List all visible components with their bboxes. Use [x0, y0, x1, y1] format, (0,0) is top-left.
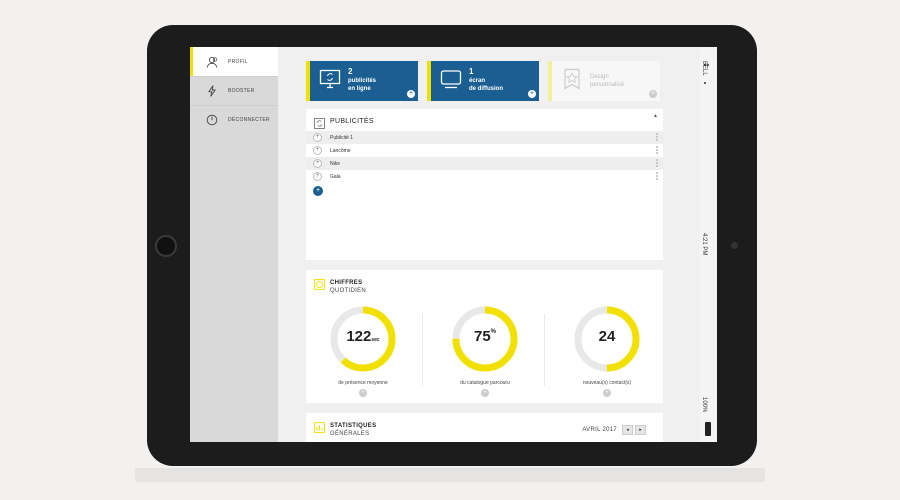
row-name: Publicité 1 — [330, 134, 354, 141]
status-bar: BELL 4:21 PM 100% — [700, 47, 717, 442]
table-row[interactable]: + Nike — [306, 157, 663, 170]
card-text: écran de diffusion — [469, 78, 503, 92]
screen-icon — [440, 68, 462, 90]
row-name: Nike — [330, 160, 341, 167]
device-shadow — [135, 468, 765, 482]
panel-title: PUBLICITÉS — [330, 118, 374, 125]
star-ribbon-icon — [561, 68, 583, 90]
table-row[interactable]: + Lancôme — [306, 144, 663, 157]
panel-title: CHIFFRES QUOTIDIEN — [330, 280, 367, 294]
card-count: 1 — [469, 67, 474, 76]
stat-value: 75% — [473, 328, 497, 345]
battery-icon — [705, 422, 711, 436]
sidebar-item-label: BOOSTER — [228, 88, 255, 94]
carrier: BELL — [701, 61, 707, 76]
publicites-panel: PUBLICITÉS ▲ + Publicité 1 + Lancôme + N… — [306, 109, 663, 260]
card-count: 2 — [348, 67, 353, 76]
sidebar: PROFIL BOOSTER DÉCONNECTER — [190, 47, 278, 442]
user-icon — [206, 56, 218, 68]
row-expand-button[interactable]: + — [313, 133, 322, 142]
kebab-icon[interactable] — [656, 146, 658, 155]
row-name: Gala — [330, 173, 341, 180]
row-name: Lancôme — [330, 147, 351, 154]
clock-icon — [314, 277, 325, 290]
progress-ring — [452, 306, 518, 372]
stat-info-button[interactable]: + — [603, 389, 611, 397]
stat-info-button[interactable]: + — [481, 389, 489, 397]
card-add-button[interactable]: + — [649, 90, 657, 98]
bar-chart-icon — [314, 420, 325, 433]
row-expand-button[interactable]: + — [313, 172, 322, 181]
clock: 4:21 PM — [701, 233, 707, 256]
add-publicite-button[interactable]: + — [313, 186, 323, 196]
divider — [544, 314, 545, 386]
chiffres-panel: CHIFFRES QUOTIDIEN 122sec de présence moy… — [306, 270, 663, 403]
prev-month-button[interactable]: ◂ — [622, 425, 633, 435]
lightning-icon — [206, 85, 218, 97]
divider — [422, 314, 423, 386]
stat-label: de présence moyenne — [338, 380, 388, 386]
refresh-monitor-icon — [319, 68, 341, 90]
sidebar-item-deconnecter[interactable]: DÉCONNECTER — [190, 105, 278, 134]
row-expand-button[interactable]: + — [313, 146, 322, 155]
stat-label: nouveau(x) contact(s) — [582, 380, 632, 386]
table-row[interactable]: + Gala — [306, 170, 663, 183]
power-icon — [206, 114, 218, 126]
card-design-personnalise[interactable]: Design personnalisé + — [548, 61, 660, 101]
stat-info-button[interactable]: + — [359, 389, 367, 397]
sidebar-item-booster[interactable]: BOOSTER — [190, 76, 278, 105]
stat-catalogue: 75% du catalogue parcouru + — [428, 304, 538, 404]
sidebar-item-label: DÉCONNECTER — [228, 117, 270, 123]
sidebar-item-label: PROFIL — [228, 58, 248, 65]
home-button[interactable] — [155, 235, 177, 257]
progress-ring — [330, 306, 396, 372]
refresh-icon — [314, 116, 325, 129]
card-text: publicités en ligne — [348, 78, 377, 92]
table-row[interactable]: + Publicité 1 — [306, 131, 663, 144]
card-add-button[interactable]: + — [407, 90, 415, 98]
stat-contacts: 24 nouveau(x) contact(s) + — [550, 304, 660, 404]
battery-percent: 100% — [701, 397, 707, 413]
row-expand-button[interactable]: + — [313, 159, 322, 168]
card-publicites-en-ligne[interactable]: 2 publicités en ligne + — [306, 61, 418, 101]
card-add-button[interactable]: + — [528, 90, 536, 98]
front-camera — [731, 242, 738, 249]
stat-label: du catalogue parcouru — [460, 380, 510, 386]
kebab-icon[interactable] — [656, 133, 658, 142]
kebab-icon[interactable] — [656, 172, 658, 181]
stat-value: 24 — [598, 328, 616, 345]
main-content: 2 publicités en ligne + 1 écran de diffusi… — [278, 47, 688, 442]
statistiques-panel: STATISTIQUES GÉNÉRALES AVRIL 2017 ◂ ▸ — [306, 413, 663, 442]
sidebar-item-profil[interactable]: PROFIL — [190, 47, 278, 76]
stat-value: 122sec — [346, 328, 380, 345]
panel-title: STATISTIQUES GÉNÉRALES — [330, 423, 377, 437]
card-text: Design personnalisé — [590, 74, 625, 88]
progress-ring — [574, 306, 640, 372]
card-ecran-de-diffusion[interactable]: 1 écran de diffusion + — [427, 61, 539, 101]
next-month-button[interactable]: ▸ — [635, 425, 646, 435]
signal-icon — [704, 53, 712, 84]
kebab-icon[interactable] — [656, 159, 658, 168]
month-label: AVRIL 2017 — [582, 427, 617, 433]
scroll-up-button[interactable]: ▲ — [653, 113, 658, 119]
app-screen: PROFIL BOOSTER DÉCONNECTER 2 publicités e… — [190, 47, 717, 442]
stat-presence: 122sec de présence moyenne + — [306, 304, 416, 404]
